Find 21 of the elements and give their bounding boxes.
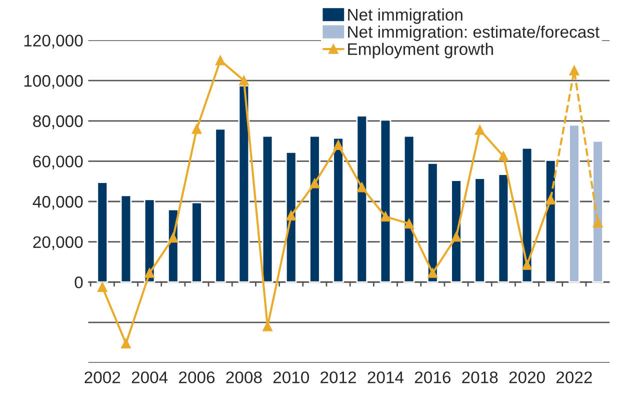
- y-tick-label: 20,000: [33, 236, 83, 250]
- y-tick-label: 80,000: [33, 115, 83, 130]
- x-tick-label: 2008: [226, 371, 262, 384]
- y-tick-label: 0: [74, 276, 83, 288]
- x-tick-label: 2002: [84, 371, 120, 384]
- x-tick-label: 2020: [509, 371, 545, 384]
- legend-label: Net immigration: estimate/forecast: [348, 26, 600, 42]
- x-tick-label: 2022: [556, 371, 592, 384]
- y-tick-label: 40,000: [32, 196, 83, 210]
- y-tick-label: 120,000: [24, 34, 83, 48]
- legend-label: Net immigration: [348, 8, 462, 24]
- x-tick-label: 2010: [273, 371, 310, 384]
- x-tick-label: 2012: [320, 371, 356, 384]
- y-tick-label: 60,000: [33, 156, 83, 170]
- x-tick-label: 2014: [368, 371, 404, 384]
- legend-label: Employment growth: [348, 42, 493, 58]
- y-tick-label: 100,000: [24, 75, 83, 89]
- x-tick-label: 2006: [179, 371, 215, 384]
- x-tick-label: 2018: [462, 371, 498, 384]
- x-tick-label: 2004: [132, 371, 168, 384]
- x-tick-label: 2016: [414, 371, 450, 384]
